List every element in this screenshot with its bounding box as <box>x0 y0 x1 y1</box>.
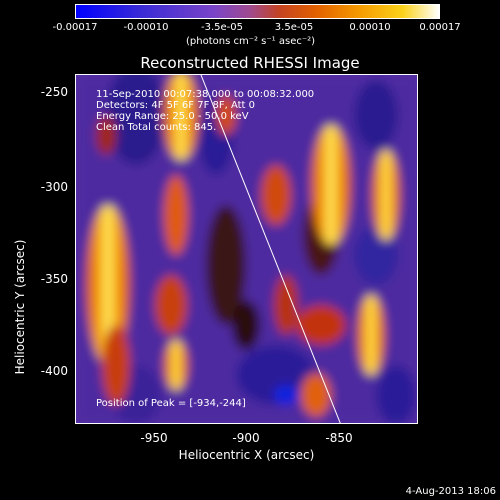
energy-range: Energy Range: 25.0 - 50.0 keV <box>96 111 249 122</box>
colorbar-tick: 3.5e-05 <box>274 22 314 33</box>
colorbar-tick: -3.5e-05 <box>201 22 243 33</box>
y-tick: -250 <box>40 85 68 99</box>
y-tick: -300 <box>40 180 68 194</box>
x-tick: -950 <box>140 431 168 445</box>
flux-map <box>76 75 417 423</box>
x-axis-label: Heliocentric X (arcsec) <box>178 448 315 462</box>
y-axis-label: Heliocentric Y (arcsec) <box>13 239 27 375</box>
x-tick: -850 <box>325 431 353 445</box>
detectors-label: Detectors: 4F 5F 6F 7F 8F, Att 0 <box>96 100 256 111</box>
x-tick: -900 <box>232 431 260 445</box>
clean-counts: Clean Total counts: 845. <box>96 122 217 133</box>
colorbar-tick: -0.00010 <box>123 22 169 33</box>
time-range: 11-Sep-2010 00:07:38.000 to 00:08:32.000 <box>96 89 315 100</box>
image-panel: 11-Sep-2010 00:07:38.000 to 00:08:32.000… <box>75 74 418 424</box>
colorbar-units: (photons cm⁻² s⁻¹ asec⁻²) <box>186 36 316 47</box>
y-tick: -350 <box>40 272 68 286</box>
y-tick: -400 <box>40 364 68 378</box>
colorbar-tick: 0.00010 <box>349 22 391 33</box>
image-title: Reconstructed RHESSI Image <box>140 54 360 72</box>
peak-position: Position of Peak = [-934,-244] <box>96 398 246 409</box>
colorbar-tick: -0.00017 <box>52 22 98 33</box>
colorbar <box>75 4 440 19</box>
footer-date: 4-Aug-2013 18:06 <box>405 486 496 497</box>
colorbar-tick: 0.00017 <box>419 22 461 33</box>
